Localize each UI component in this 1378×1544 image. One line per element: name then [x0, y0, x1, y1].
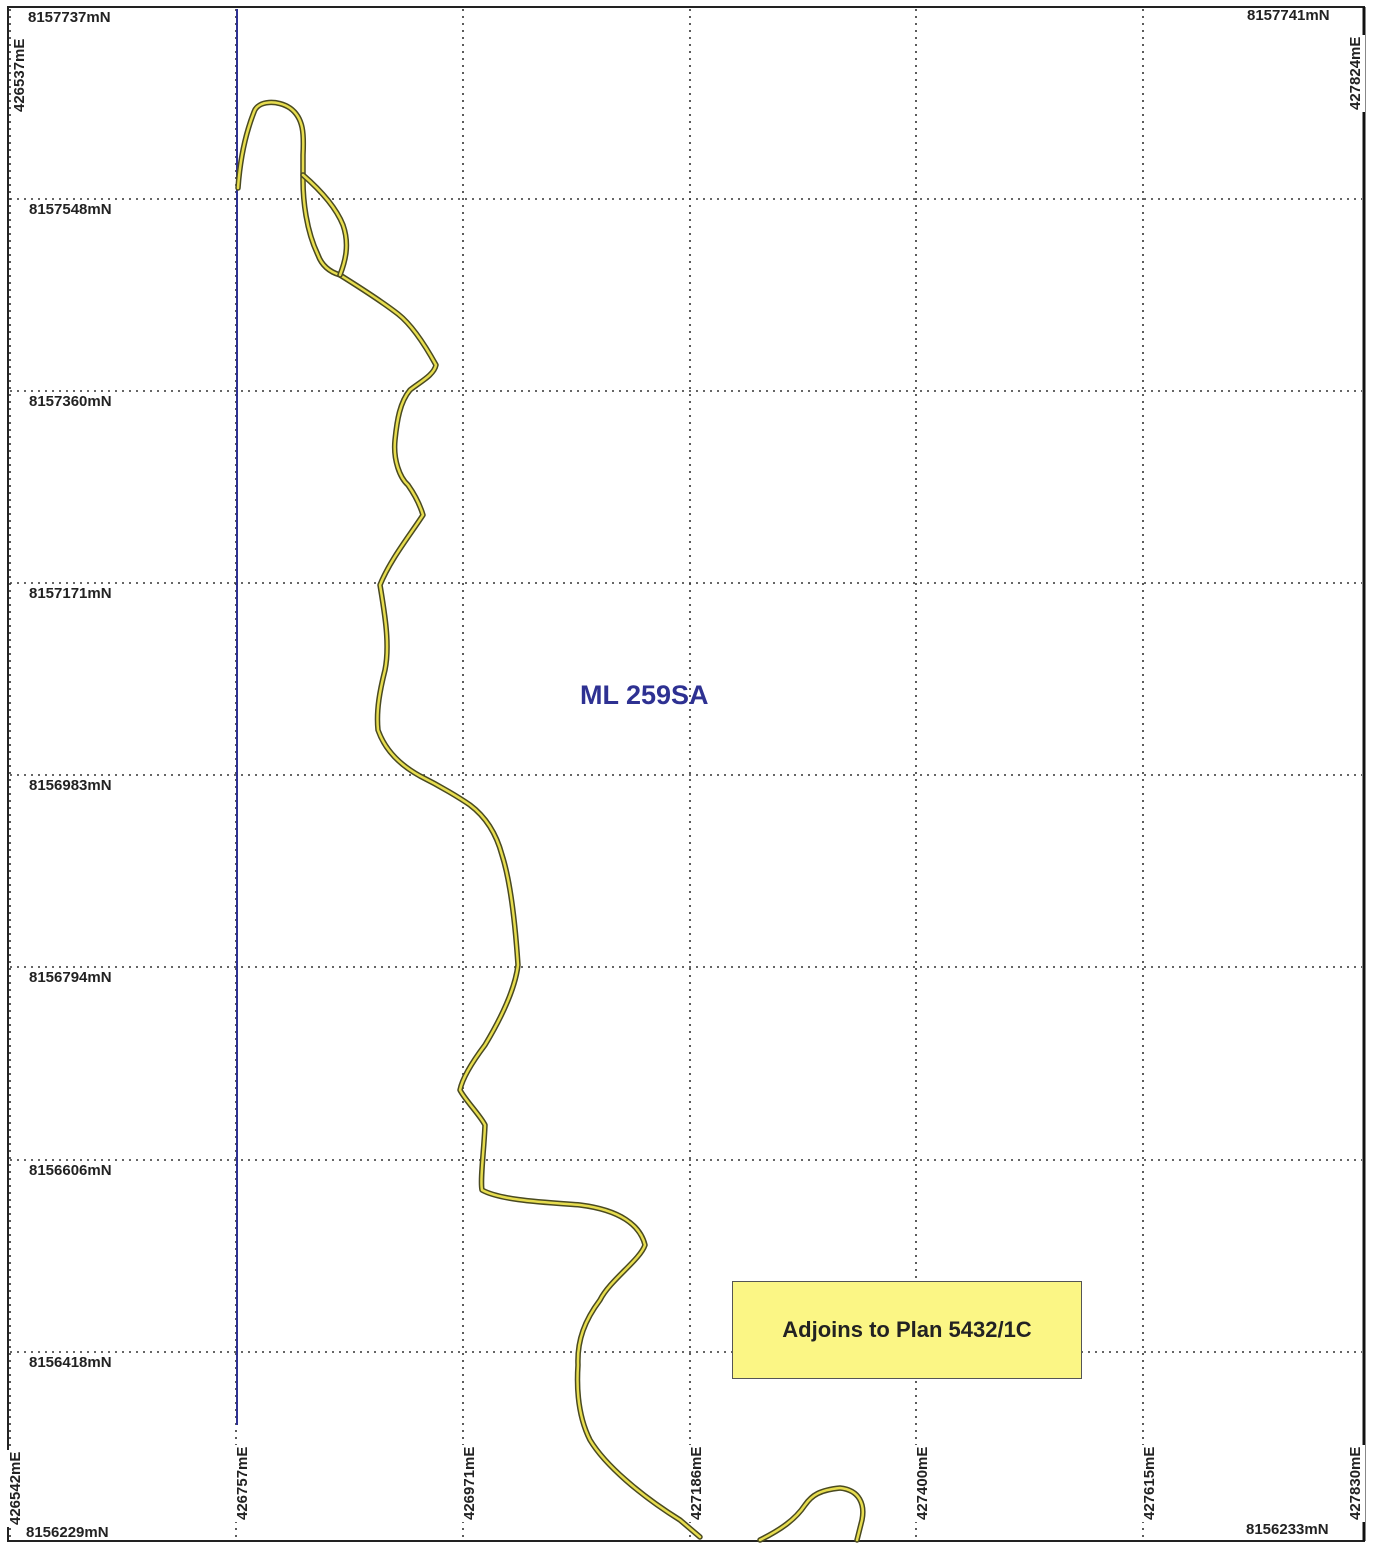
adjoin-note-box: Adjoins to Plan 5432/1C: [732, 1281, 1082, 1379]
northing-label-row-2: 8157360mN: [26, 393, 115, 411]
easting-label-7: 427830mE: [1347, 1444, 1365, 1522]
easting-label-4: 427186mE: [688, 1444, 706, 1522]
river-bottom-fill: [758, 1486, 864, 1542]
river-main-fill: [236, 101, 702, 1539]
northing-bottom-right: 8156233mN: [1246, 1521, 1329, 1538]
river-anabranch-fill: [301, 173, 348, 277]
northing-grid-lines: [10, 198, 1362, 1353]
northing-label-row-7: 8156418mN: [26, 1354, 115, 1372]
easting-top-left: 426537mE: [11, 36, 29, 114]
easting-label-3: 426971mE: [461, 1444, 479, 1522]
northing-top-right: 8157741mN: [1247, 7, 1330, 24]
northing-label-row-3: 8157171mN: [26, 585, 115, 603]
easting-label-1: 426542mE: [7, 1449, 25, 1527]
northing-top-left: 8157737mN: [28, 9, 111, 26]
lease-name-label: ML 259SA: [580, 680, 709, 710]
map-frame: [7, 6, 1365, 1542]
adjoin-note-text: Adjoins to Plan 5432/1C: [782, 1317, 1032, 1342]
river-main-outline: [235, 99, 703, 1540]
northing-label-row-4: 8156983mN: [26, 777, 115, 795]
northing-label-row-1: 8157548mN: [26, 201, 115, 219]
northing-label-row-6: 8156606mN: [26, 1162, 115, 1180]
river-channel: [235, 99, 866, 1543]
easting-label-5: 427400mE: [914, 1444, 932, 1522]
northing-bottom-left: 8156229mN: [26, 1524, 109, 1541]
northing-label-row-5: 8156794mN: [26, 969, 115, 987]
easting-top-right: 427824mE: [1347, 34, 1365, 112]
easting-label-6: 427615mE: [1141, 1444, 1159, 1522]
easting-label-2: 426757mE: [234, 1444, 252, 1522]
